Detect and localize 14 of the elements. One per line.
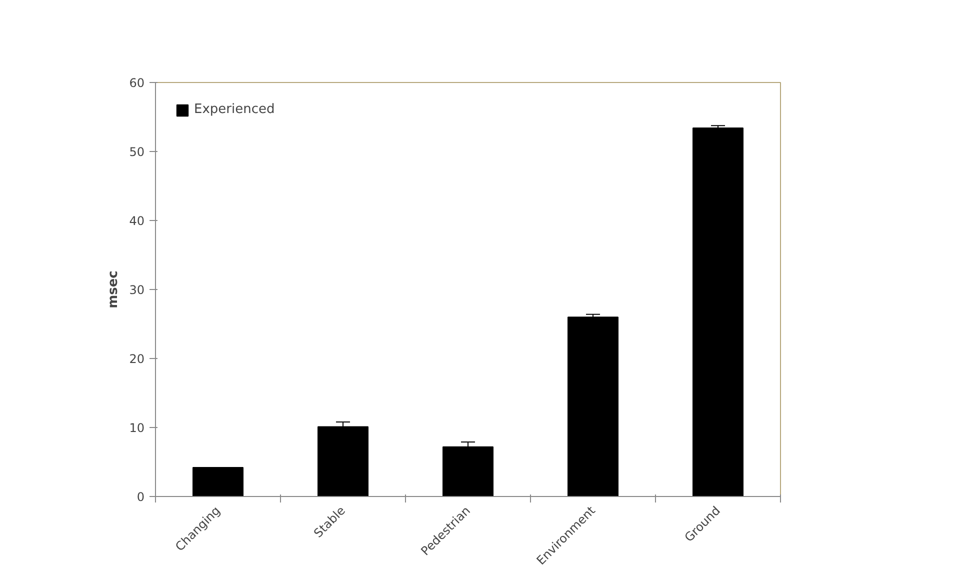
y-axis-title: msec (106, 270, 122, 308)
y-tick-label: 40 (129, 214, 145, 228)
y-tick-label: 60 (129, 76, 145, 90)
y-tick-label: 50 (129, 145, 145, 159)
bar (692, 128, 744, 496)
y-tick-label: 10 (129, 421, 145, 435)
bar (442, 446, 494, 496)
bar (568, 316, 618, 496)
legend-label: Experienced (194, 102, 275, 117)
bar (318, 426, 368, 496)
bar (192, 467, 244, 496)
y-tick-label: 30 (129, 283, 145, 297)
y-tick-label: 20 (129, 352, 145, 366)
y-tick-label: 0 (136, 490, 145, 504)
